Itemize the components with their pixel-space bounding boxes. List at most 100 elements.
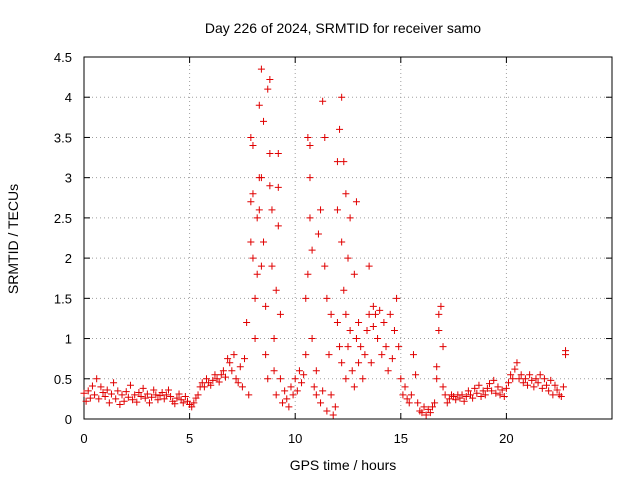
data-point xyxy=(270,367,278,375)
y-tick-label: 1.5 xyxy=(54,291,72,306)
data-point xyxy=(338,359,346,367)
data-point xyxy=(355,318,363,326)
data-point xyxy=(302,294,310,302)
data-point xyxy=(302,351,310,359)
data-point xyxy=(276,310,284,318)
data-point xyxy=(327,310,335,318)
data-point xyxy=(405,399,413,407)
data-point xyxy=(274,150,282,158)
data-point xyxy=(276,375,284,383)
data-point xyxy=(435,310,443,318)
data-point xyxy=(257,65,265,73)
data-point xyxy=(414,399,422,407)
data-point xyxy=(173,394,181,402)
data-point xyxy=(536,371,544,379)
data-point xyxy=(350,383,358,391)
data-point xyxy=(365,262,373,270)
data-point xyxy=(179,399,187,407)
data-point xyxy=(82,397,90,405)
data-point xyxy=(321,262,329,270)
data-point xyxy=(266,150,274,158)
data-point xyxy=(399,391,407,399)
data-point xyxy=(241,355,249,363)
data-point xyxy=(215,378,223,386)
data-point xyxy=(141,394,149,402)
x-tick-label: 5 xyxy=(186,431,193,446)
data-point xyxy=(407,391,415,399)
data-point xyxy=(95,395,103,403)
data-point xyxy=(323,407,331,415)
data-point xyxy=(346,214,354,222)
data-point xyxy=(382,343,390,351)
data-point xyxy=(110,379,118,387)
chart-title: Day 226 of 2024, SRMTID for receiver sam… xyxy=(205,20,481,36)
data-point xyxy=(327,391,335,399)
data-point xyxy=(255,206,263,214)
data-point xyxy=(333,206,341,214)
data-point xyxy=(232,375,240,383)
data-point xyxy=(374,335,382,343)
data-point xyxy=(105,399,113,407)
data-point xyxy=(101,392,109,400)
data-point xyxy=(154,396,162,404)
data-point xyxy=(247,238,255,246)
data-point xyxy=(306,141,314,149)
data-point xyxy=(80,389,88,397)
data-point xyxy=(363,327,371,335)
data-point xyxy=(325,351,333,359)
data-point xyxy=(412,371,420,379)
data-point xyxy=(323,294,331,302)
data-point xyxy=(488,387,496,395)
data-point xyxy=(86,394,94,402)
data-point xyxy=(433,363,441,371)
x-axis-label: GPS time / hours xyxy=(290,457,397,473)
data-point xyxy=(426,409,434,417)
data-point xyxy=(88,382,96,390)
data-point xyxy=(137,392,145,400)
data-point xyxy=(464,387,472,395)
data-point xyxy=(319,97,327,105)
data-point xyxy=(460,397,468,405)
y-tick-label: 0.5 xyxy=(54,372,72,387)
data-point xyxy=(230,351,238,359)
data-point xyxy=(171,400,179,408)
data-point xyxy=(540,375,548,383)
plot-frame xyxy=(83,56,613,420)
data-point xyxy=(257,262,265,270)
y-tick-label: 4.5 xyxy=(54,50,72,65)
data-point xyxy=(471,384,479,392)
y-tick-label: 2.5 xyxy=(54,211,72,226)
data-point xyxy=(336,343,344,351)
data-point xyxy=(245,391,253,399)
data-point xyxy=(340,158,348,166)
data-point xyxy=(247,198,255,206)
data-point xyxy=(369,302,377,310)
x-tick-label: 15 xyxy=(394,431,408,446)
data-point xyxy=(433,375,441,383)
data-point xyxy=(511,365,519,373)
data-point xyxy=(562,347,570,355)
data-point xyxy=(319,387,327,395)
data-point xyxy=(346,327,354,335)
data-point xyxy=(371,310,379,318)
data-point xyxy=(333,318,341,326)
data-point xyxy=(211,371,219,379)
data-point xyxy=(234,379,242,387)
data-point xyxy=(534,379,542,387)
data-point xyxy=(517,371,525,379)
data-point xyxy=(228,367,236,375)
data-point xyxy=(348,367,356,375)
y-tick-label: 3 xyxy=(65,171,72,186)
data-point xyxy=(342,190,350,198)
data-point xyxy=(443,399,451,407)
data-point xyxy=(314,230,322,238)
data-point xyxy=(543,381,551,389)
data-point xyxy=(329,411,337,419)
data-point xyxy=(380,318,388,326)
data-point xyxy=(209,376,217,384)
data-point xyxy=(194,391,202,399)
data-point xyxy=(251,335,259,343)
data-point xyxy=(181,392,189,400)
data-point xyxy=(129,396,137,404)
data-point xyxy=(469,394,477,402)
